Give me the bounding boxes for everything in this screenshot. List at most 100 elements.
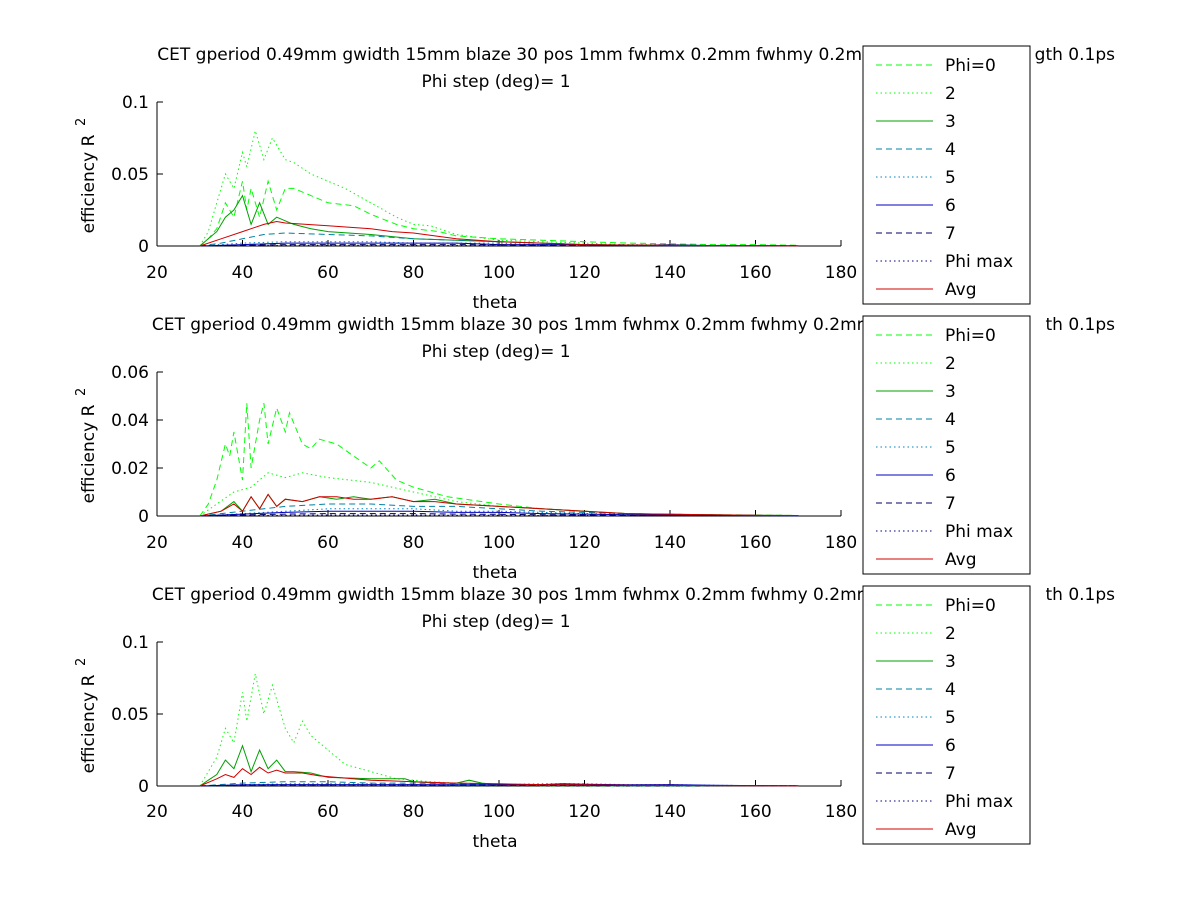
y-tick-label: 0.1 (122, 633, 149, 653)
legend: Phi=0 2 3 4 5 6 7 Phi max Avg (862, 315, 1031, 575)
legend-entry: Phi=0 (945, 326, 996, 346)
legend-entry: 4 (945, 680, 956, 700)
y-tick-label: 0.05 (111, 165, 149, 185)
x-tick-label: 180 (825, 802, 857, 822)
chart-title-tail: gth 0.1ps (1035, 45, 1115, 65)
y-tick-label: 0.02 (111, 459, 149, 479)
y-axis-label-superscript: 2 (74, 118, 89, 126)
legend-entry: 2 (945, 624, 956, 644)
series-line-2 (199, 128, 799, 247)
y-axis-label: efficiency R (79, 134, 99, 233)
x-tick-label: 100 (483, 263, 515, 283)
x-tick-label: 60 (317, 533, 339, 553)
chart-title-tail: th 0.1ps (1045, 315, 1115, 335)
y-tick-label: 0 (138, 507, 149, 527)
x-tick-label: 80 (403, 263, 425, 283)
x-tick-label: 140 (654, 802, 686, 822)
chart-title-tail: th 0.1ps (1045, 585, 1115, 605)
series-line-5 (199, 241, 799, 247)
series-line-3 (199, 194, 799, 247)
x-axis-label: theta (473, 563, 518, 583)
series-line-2 (199, 673, 799, 787)
legend-entry: Avg (945, 280, 977, 300)
series-line-3 (199, 744, 799, 787)
x-tick-label: 180 (825, 533, 857, 553)
series-line-2 (199, 472, 799, 517)
x-tick-label: 180 (825, 263, 857, 283)
legend-entry: 5 (945, 168, 956, 188)
x-tick-label: 100 (483, 802, 515, 822)
legend-entry: 7 (945, 494, 956, 514)
legend-entry: Phi=0 (945, 56, 996, 76)
subplot-2: CET gperiod 0.49mm gwidth 15mm blaze 30 … (74, 315, 1115, 583)
x-tick-label: 120 (568, 802, 600, 822)
legend-entry: 7 (945, 764, 956, 784)
series-line-9 (199, 766, 799, 787)
x-tick-label: 100 (483, 533, 515, 553)
x-tick-label: 160 (739, 802, 771, 822)
series-line-8 (199, 514, 799, 517)
x-tick-label: 80 (403, 533, 425, 553)
x-tick-label: 160 (739, 263, 771, 283)
legend-entry: 6 (945, 736, 956, 756)
chart-subtitle: Phi step (deg)= 1 (421, 612, 570, 632)
legend-entry: 7 (945, 224, 956, 244)
series-line-4 (199, 503, 799, 517)
y-axis-label: efficiency R (79, 404, 99, 503)
chart-title: CET gperiod 0.49mm gwidth 15mm blaze 30 … (157, 45, 958, 65)
y-tick-label: 0.04 (111, 411, 149, 431)
legend-entry: 2 (945, 354, 956, 374)
chart-title: CET gperiod 0.49mm gwidth 15mm blaze 30 … (152, 315, 964, 335)
legend: Phi=0 2 3 4 5 6 7 Phi max Avg (862, 585, 1031, 845)
legend-entry: 6 (945, 196, 956, 216)
series-line-1 (199, 403, 799, 517)
x-tick-label: 160 (739, 533, 771, 553)
legend-entry: 6 (945, 466, 956, 486)
y-tick-label: 0.1 (122, 93, 149, 113)
legend-entry: 4 (945, 410, 956, 430)
chart-subtitle: Phi step (deg)= 1 (421, 72, 570, 92)
x-tick-label: 80 (403, 802, 425, 822)
x-tick-label: 120 (568, 263, 600, 283)
y-axis-label-group: efficiency R 2 (74, 658, 99, 774)
y-tick-label: 0 (138, 777, 149, 797)
legend-entry: 3 (945, 382, 956, 402)
x-axis-label: theta (473, 832, 518, 852)
y-axis-label-group: efficiency R 2 (74, 118, 99, 234)
y-tick-label: 0 (138, 237, 149, 257)
series-line-8 (199, 244, 799, 247)
legend-entry: Phi max (945, 252, 1013, 272)
legend-entry: 2 (945, 84, 956, 104)
x-tick-label: 120 (568, 533, 600, 553)
x-tick-label: 40 (232, 533, 254, 553)
legend-entry: 5 (945, 438, 956, 458)
series-line-1 (199, 179, 799, 247)
x-tick-label: 40 (232, 263, 254, 283)
y-tick-label: 0.05 (111, 705, 149, 725)
x-tick-label: 20 (146, 263, 168, 283)
chart-title: CET gperiod 0.49mm gwidth 15mm blaze 30 … (152, 585, 964, 605)
legend-entry: Phi=0 (945, 596, 996, 616)
legend-entry: 4 (945, 140, 956, 160)
y-tick-label: 0.06 (111, 363, 149, 383)
legend-entry: 3 (945, 652, 956, 672)
y-axis-label-group: efficiency R 2 (74, 388, 99, 504)
y-axis-label-superscript: 2 (74, 388, 89, 396)
subplot-1: CET gperiod 0.49mm gwidth 15mm blaze 30 … (74, 45, 1115, 313)
legend-entry: 3 (945, 112, 956, 132)
x-tick-label: 140 (654, 263, 686, 283)
x-tick-label: 40 (232, 802, 254, 822)
x-axis-label: theta (473, 293, 518, 313)
legend: Phi=0 2 3 4 5 6 7 Phi max Avg (862, 45, 1031, 305)
legend-entry: Avg (945, 820, 977, 840)
legend-entry: Avg (945, 550, 977, 570)
x-tick-label: 20 (146, 533, 168, 553)
series-line-5 (199, 783, 799, 787)
series-line-5 (199, 508, 799, 517)
x-tick-label: 60 (317, 802, 339, 822)
y-axis-label-superscript: 2 (74, 658, 89, 666)
x-tick-label: 60 (317, 263, 339, 283)
series-line-6 (199, 510, 799, 517)
series-line-9 (199, 493, 799, 517)
